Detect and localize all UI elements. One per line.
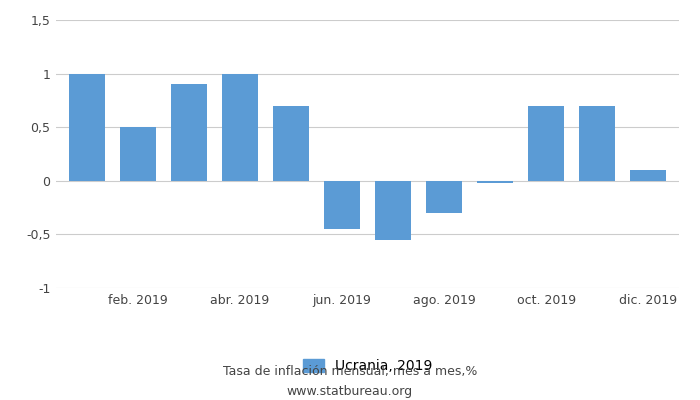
Text: www.statbureau.org: www.statbureau.org <box>287 386 413 398</box>
Bar <box>324 181 360 229</box>
Bar <box>273 106 309 181</box>
Bar <box>120 127 155 181</box>
Bar <box>426 181 462 213</box>
Bar <box>528 106 564 181</box>
Bar <box>631 170 666 181</box>
Bar <box>69 74 104 181</box>
Bar <box>477 181 513 183</box>
Bar <box>171 84 206 181</box>
Bar <box>580 106 615 181</box>
Bar <box>222 74 258 181</box>
Bar <box>375 181 411 240</box>
Legend: Ucrania, 2019: Ucrania, 2019 <box>298 354 438 379</box>
Text: Tasa de inflación mensual, mes a mes,%: Tasa de inflación mensual, mes a mes,% <box>223 366 477 378</box>
